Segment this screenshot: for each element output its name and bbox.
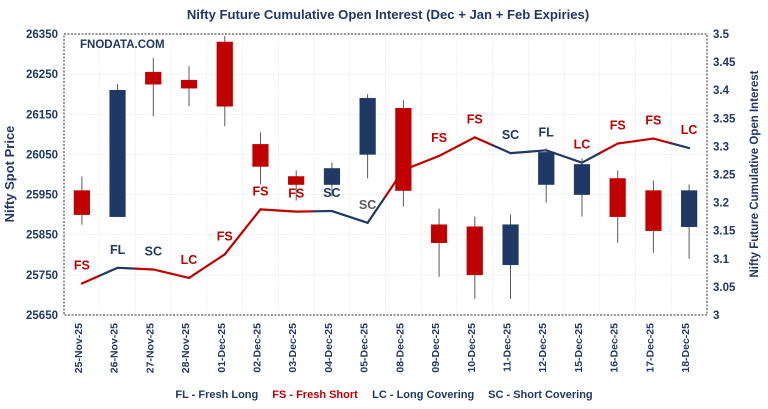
- svg-text:3: 3: [713, 310, 719, 322]
- svg-text:LC: LC: [574, 138, 591, 152]
- svg-text:SC: SC: [145, 244, 162, 258]
- svg-text:FS: FS: [74, 259, 90, 273]
- svg-text:FS: FS: [217, 229, 233, 243]
- svg-text:FS: FS: [610, 119, 626, 133]
- svg-text:3.2: 3.2: [713, 198, 729, 210]
- svg-text:FS - Fresh Short: FS - Fresh Short: [272, 389, 358, 401]
- svg-text:3.05: 3.05: [713, 282, 736, 294]
- svg-text:FL - Fresh Long: FL - Fresh Long: [175, 389, 258, 401]
- svg-text:3.4: 3.4: [713, 85, 730, 97]
- svg-text:25950: 25950: [26, 190, 58, 202]
- svg-text:LC: LC: [681, 123, 698, 137]
- svg-text:09-Dec-25: 09-Dec-25: [430, 323, 442, 373]
- svg-text:12-Dec-25: 12-Dec-25: [537, 323, 549, 373]
- svg-text:Nifty Future Cumulative Open I: Nifty Future Cumulative Open Interest (D…: [187, 7, 589, 22]
- svg-text:02-Dec-25: 02-Dec-25: [252, 323, 264, 373]
- svg-text:3.5: 3.5: [713, 29, 730, 41]
- svg-text:25750: 25750: [26, 270, 58, 282]
- svg-text:3.15: 3.15: [713, 226, 736, 238]
- svg-text:25-Nov-25: 25-Nov-25: [73, 323, 85, 373]
- svg-text:3.35: 3.35: [713, 113, 736, 125]
- svg-text:FS: FS: [467, 112, 483, 126]
- svg-text:SC - Short Covering: SC - Short Covering: [488, 389, 593, 401]
- svg-text:3.1: 3.1: [713, 254, 730, 266]
- svg-text:LC: LC: [181, 253, 198, 267]
- svg-text:15-Dec-25: 15-Dec-25: [573, 323, 585, 373]
- svg-text:25850: 25850: [26, 230, 58, 242]
- svg-text:18-Dec-25: 18-Dec-25: [680, 323, 692, 373]
- svg-text:3.45: 3.45: [713, 57, 736, 69]
- svg-text:11-Dec-25: 11-Dec-25: [502, 323, 514, 372]
- svg-text:26350: 26350: [26, 29, 58, 41]
- svg-text:17-Dec-25: 17-Dec-25: [644, 323, 656, 373]
- svg-text:SC: SC: [359, 198, 376, 212]
- svg-text:28-Nov-25: 28-Nov-25: [180, 323, 192, 373]
- svg-text:SC: SC: [323, 186, 340, 200]
- svg-text:SC: SC: [502, 128, 519, 142]
- svg-text:16-Dec-25: 16-Dec-25: [609, 323, 621, 373]
- svg-text:FS: FS: [645, 114, 661, 128]
- svg-text:05-Dec-25: 05-Dec-25: [359, 323, 371, 373]
- svg-text:26250: 26250: [26, 69, 58, 81]
- svg-text:FS: FS: [431, 131, 447, 145]
- svg-text:01-Dec-25: 01-Dec-25: [216, 323, 228, 373]
- svg-text:26050: 26050: [26, 149, 58, 161]
- svg-text:3.3: 3.3: [713, 141, 729, 153]
- svg-text:FL: FL: [539, 125, 555, 139]
- svg-text:FL: FL: [110, 243, 126, 257]
- svg-text:FNODATA.COM: FNODATA.COM: [80, 39, 165, 51]
- svg-text:FS: FS: [253, 184, 269, 198]
- svg-text:26-Nov-25: 26-Nov-25: [109, 323, 121, 373]
- svg-text:FS: FS: [288, 187, 304, 201]
- svg-text:08-Dec-25: 08-Dec-25: [394, 323, 406, 373]
- svg-text:25650: 25650: [26, 310, 58, 322]
- svg-text:3.25: 3.25: [713, 170, 736, 182]
- svg-text:LC - Long Covering: LC - Long Covering: [372, 389, 474, 401]
- svg-text:27-Nov-25: 27-Nov-25: [144, 323, 156, 373]
- svg-text:FS: FS: [395, 145, 411, 159]
- svg-text:Nifty Future Cumulative Open I: Nifty Future Cumulative Open Interest: [749, 70, 761, 277]
- svg-text:04-Dec-25: 04-Dec-25: [323, 323, 335, 373]
- svg-text:10-Dec-25: 10-Dec-25: [466, 323, 478, 373]
- svg-text:03-Dec-25: 03-Dec-25: [287, 323, 299, 373]
- svg-text:Nifty Spot Price: Nifty Spot Price: [2, 126, 17, 223]
- svg-text:26150: 26150: [26, 109, 58, 121]
